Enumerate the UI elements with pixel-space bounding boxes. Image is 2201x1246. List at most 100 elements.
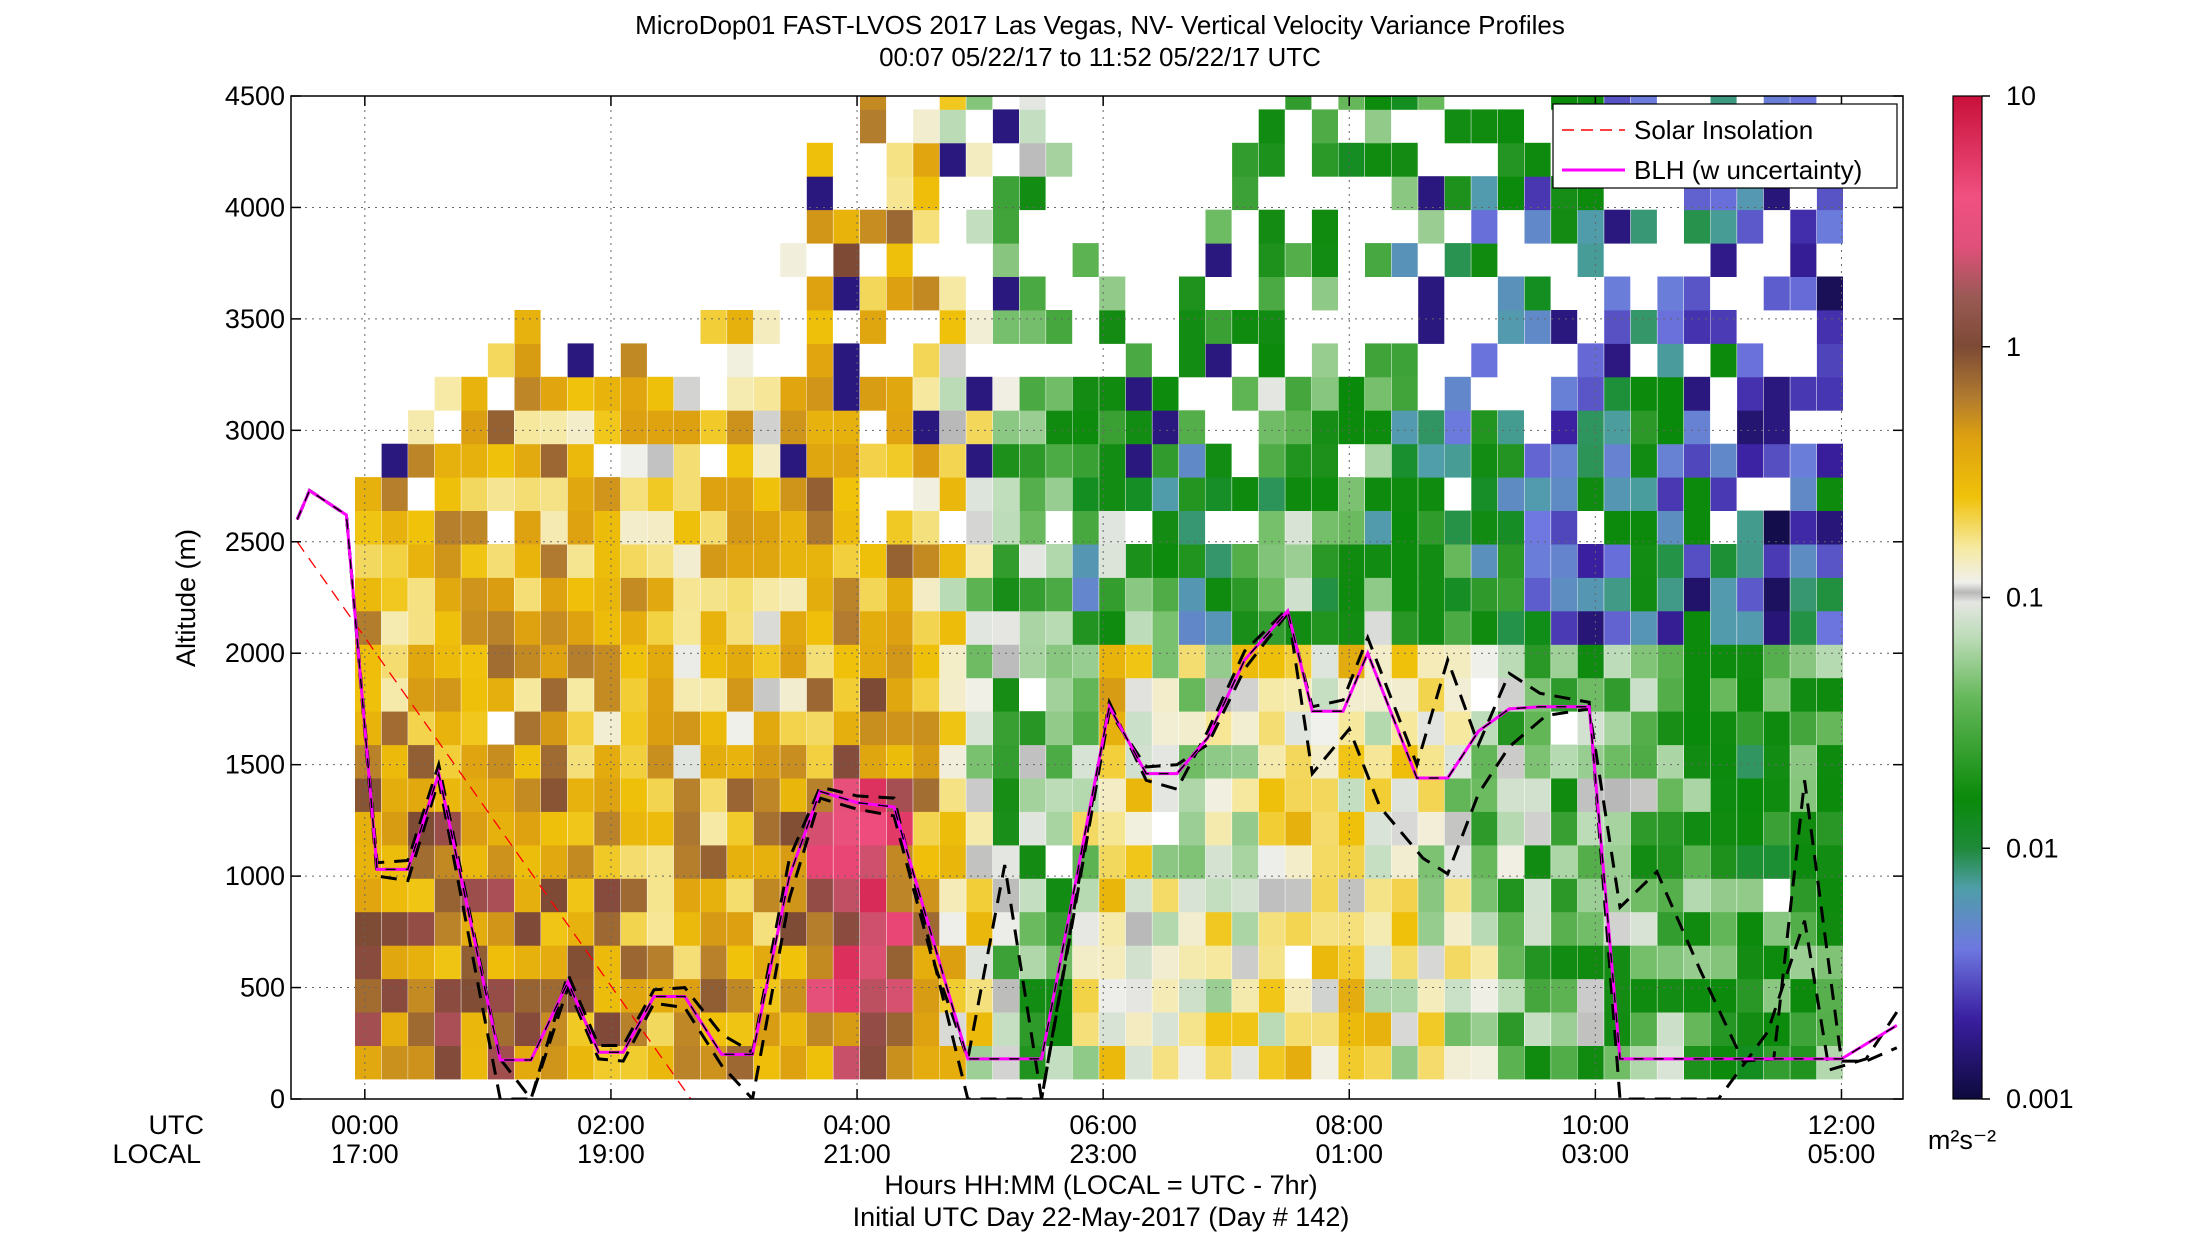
- heatmap-cell: [1125, 1045, 1152, 1080]
- heatmap-cell: [1099, 811, 1126, 846]
- heatmap-cell: [753, 811, 780, 846]
- heatmap-cell: [1205, 243, 1232, 277]
- heatmap-cell: [1710, 209, 1737, 244]
- heatmap-cell: [461, 677, 488, 712]
- heatmap-cell: [700, 711, 727, 746]
- heatmap-cell: [1072, 978, 1099, 1013]
- heatmap-cell: [567, 376, 594, 411]
- heatmap-cell: [913, 610, 940, 645]
- heatmap-cell: [1019, 176, 1046, 211]
- heatmap-cell: [992, 945, 1019, 980]
- heatmap-cell: [434, 945, 461, 980]
- heatmap-cell: [1179, 276, 1206, 311]
- heatmap-cell: [1179, 577, 1206, 612]
- heatmap-cell: [1019, 878, 1046, 913]
- heatmap-cell: [1524, 911, 1551, 946]
- heatmap-cell: [567, 744, 594, 779]
- heatmap-cell: [939, 778, 966, 812]
- heatmap-cell: [541, 376, 568, 411]
- heatmap-cell: [1179, 410, 1206, 445]
- heatmap-cell: [1524, 744, 1551, 779]
- heatmap-cell: [1790, 677, 1817, 712]
- heatmap-cell: [727, 610, 754, 645]
- heatmap-cell: [939, 477, 966, 511]
- heatmap-cell: [939, 142, 966, 177]
- heatmap-cell: [1311, 711, 1338, 746]
- heatmap-cell: [1524, 577, 1551, 612]
- heatmap-cell: [381, 443, 408, 478]
- heatmap-cell: [1737, 443, 1764, 478]
- heatmap-cell: [1311, 443, 1338, 478]
- heatmap-cell: [1630, 510, 1657, 545]
- heatmap-cell: [1418, 96, 1445, 110]
- heatmap-cell: [1391, 778, 1418, 812]
- heatmap-cell: [1125, 711, 1152, 746]
- heatmap-cell: [1258, 911, 1285, 946]
- heatmap-cell: [700, 510, 727, 545]
- heatmap-cell: [1258, 677, 1285, 712]
- heatmap-cell: [780, 477, 807, 511]
- heatmap-cell: [1471, 878, 1498, 913]
- chart-subtitle: 00:07 05/22/17 to 11:52 05/22/17 UTC: [879, 42, 1321, 72]
- heatmap-cell: [1365, 343, 1392, 378]
- heatmap-cell: [913, 1012, 940, 1046]
- heatmap-cell: [913, 1045, 940, 1080]
- heatmap-cell: [647, 443, 674, 478]
- heatmap-cell: [355, 878, 382, 913]
- heatmap-cell: [1604, 310, 1631, 344]
- heatmap-cell: [1125, 443, 1152, 478]
- heatmap-cell: [1710, 878, 1737, 913]
- heatmap-cell: [1630, 978, 1657, 1013]
- heatmap-cell: [1152, 510, 1179, 545]
- heatmap-cell: [461, 811, 488, 846]
- heatmap-cell: [939, 376, 966, 411]
- heatmap-cell: [1790, 209, 1817, 244]
- heatmap-cell: [461, 376, 488, 411]
- heatmap-cell: [1790, 477, 1817, 511]
- heatmap-cell: [1763, 443, 1790, 478]
- heatmap-cell: [1497, 711, 1524, 746]
- heatmap-cell: [381, 577, 408, 612]
- heatmap-cell: [939, 644, 966, 679]
- heatmap-cell: [514, 343, 541, 378]
- heatmap-cell: [1072, 544, 1099, 578]
- heatmap-cell: [1551, 644, 1578, 679]
- heatmap-cell: [594, 911, 621, 946]
- heatmap-cell: [780, 544, 807, 578]
- heatmap-cell: [1418, 310, 1445, 344]
- heatmap-cell: [1444, 911, 1471, 946]
- heatmap-cell: [886, 577, 913, 612]
- heatmap-cell: [594, 1012, 621, 1046]
- heatmap-cell: [514, 610, 541, 645]
- heatmap-cell: [1497, 276, 1524, 311]
- heatmap-cell: [1657, 376, 1684, 411]
- heatmap-cell: [1657, 1045, 1684, 1080]
- heatmap-cell: [1285, 1045, 1312, 1080]
- x-tick-label-local: 01:00: [1315, 1139, 1383, 1169]
- heatmap-cell: [1365, 477, 1392, 511]
- heatmap-cell: [1790, 711, 1817, 746]
- heatmap-cell: [567, 844, 594, 879]
- heatmap-cell: [461, 644, 488, 679]
- heatmap-cell: [1684, 744, 1711, 779]
- heatmap-cell: [1524, 1012, 1551, 1046]
- heatmap-cell: [860, 610, 887, 645]
- heatmap-cell: [541, 878, 568, 913]
- heatmap-cell: [1152, 410, 1179, 445]
- heatmap-cell: [1657, 778, 1684, 812]
- heatmap-cell: [1019, 544, 1046, 578]
- heatmap-cell: [1577, 443, 1604, 478]
- x-tick-label-local: 05:00: [1808, 1139, 1876, 1169]
- heatmap-cell: [806, 744, 833, 779]
- heatmap-cell: [1152, 711, 1179, 746]
- x-tick-label-local: 23:00: [1069, 1139, 1137, 1169]
- heatmap-cell: [780, 443, 807, 478]
- heatmap-cell: [408, 844, 435, 879]
- heatmap-cell: [1763, 644, 1790, 679]
- heatmap-cell: [1152, 778, 1179, 812]
- heatmap-cell: [647, 677, 674, 712]
- heatmap-cell: [1444, 443, 1471, 478]
- heatmap-cell: [886, 142, 913, 177]
- heatmap-cell: [461, 778, 488, 812]
